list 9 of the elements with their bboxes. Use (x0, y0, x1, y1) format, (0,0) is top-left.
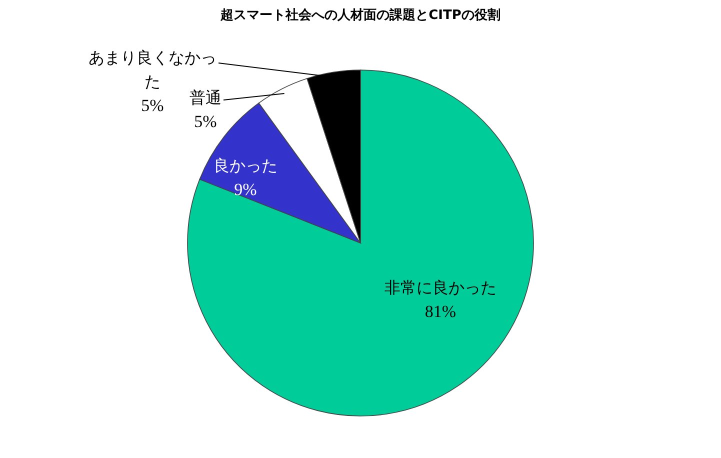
data-label: 81% (424, 302, 456, 321)
slice-label: 非常に良かった (384, 278, 496, 297)
data-label: 9% (234, 180, 257, 199)
data-label: 5% (194, 112, 217, 131)
slice-label: 普通 (190, 88, 222, 107)
pie-slice (187, 70, 534, 416)
slice-label: 良かった (214, 156, 278, 175)
data-label: 5% (141, 96, 164, 115)
chart-title: 超スマート社会への人材面の課題とCITPの役割 (220, 7, 500, 23)
